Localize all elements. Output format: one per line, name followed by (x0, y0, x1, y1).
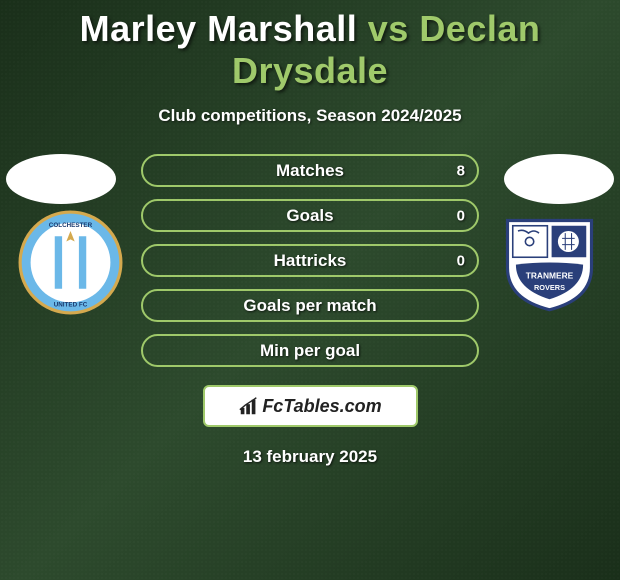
player1-name: Marley Marshall (80, 8, 358, 49)
bar-chart-icon (238, 395, 260, 417)
svg-text:ROVERS: ROVERS (534, 283, 565, 292)
stat-row-min-per-goal: Min per goal (141, 334, 479, 367)
stat-right-value: 8 (457, 162, 465, 179)
stat-right-value: 0 (457, 207, 465, 224)
tranmere-badge-icon: TRANMERE ROVERS (497, 210, 602, 315)
date-text: 13 february 2025 (0, 447, 620, 467)
stat-label: Goals (286, 206, 333, 226)
branding-text: FcTables.com (262, 396, 381, 417)
player2-club-badge: TRANMERE ROVERS (497, 210, 602, 315)
vs-text: vs (368, 8, 409, 49)
player1-avatar-placeholder (6, 154, 116, 204)
branding-box: FcTables.com (203, 385, 418, 427)
svg-text:UNITED FC: UNITED FC (54, 302, 88, 309)
stat-row-matches: Matches 8 (141, 154, 479, 187)
stat-row-goals-per-match: Goals per match (141, 289, 479, 322)
svg-text:TRANMERE: TRANMERE (526, 270, 574, 280)
player2-avatar-placeholder (504, 154, 614, 204)
stats-list: Matches 8 Goals 0 Hattricks 0 Goals per … (141, 154, 479, 367)
subtitle: Club competitions, Season 2024/2025 (0, 106, 620, 126)
stat-label: Matches (276, 161, 344, 181)
stat-row-goals: Goals 0 (141, 199, 479, 232)
stat-row-hattricks: Hattricks 0 (141, 244, 479, 277)
stat-right-value: 0 (457, 252, 465, 269)
comparison-title: Marley Marshall vs Declan Drysdale (0, 0, 620, 92)
stat-label: Goals per match (243, 296, 376, 316)
player1-club-badge: COLCHESTER UNITED FC (18, 210, 123, 315)
content-area: COLCHESTER UNITED FC TRANMERE ROVERS Mat… (0, 154, 620, 467)
colchester-badge-icon: COLCHESTER UNITED FC (18, 210, 123, 315)
stat-label: Min per goal (260, 341, 360, 361)
stat-label: Hattricks (274, 251, 347, 271)
svg-text:COLCHESTER: COLCHESTER (49, 222, 93, 229)
